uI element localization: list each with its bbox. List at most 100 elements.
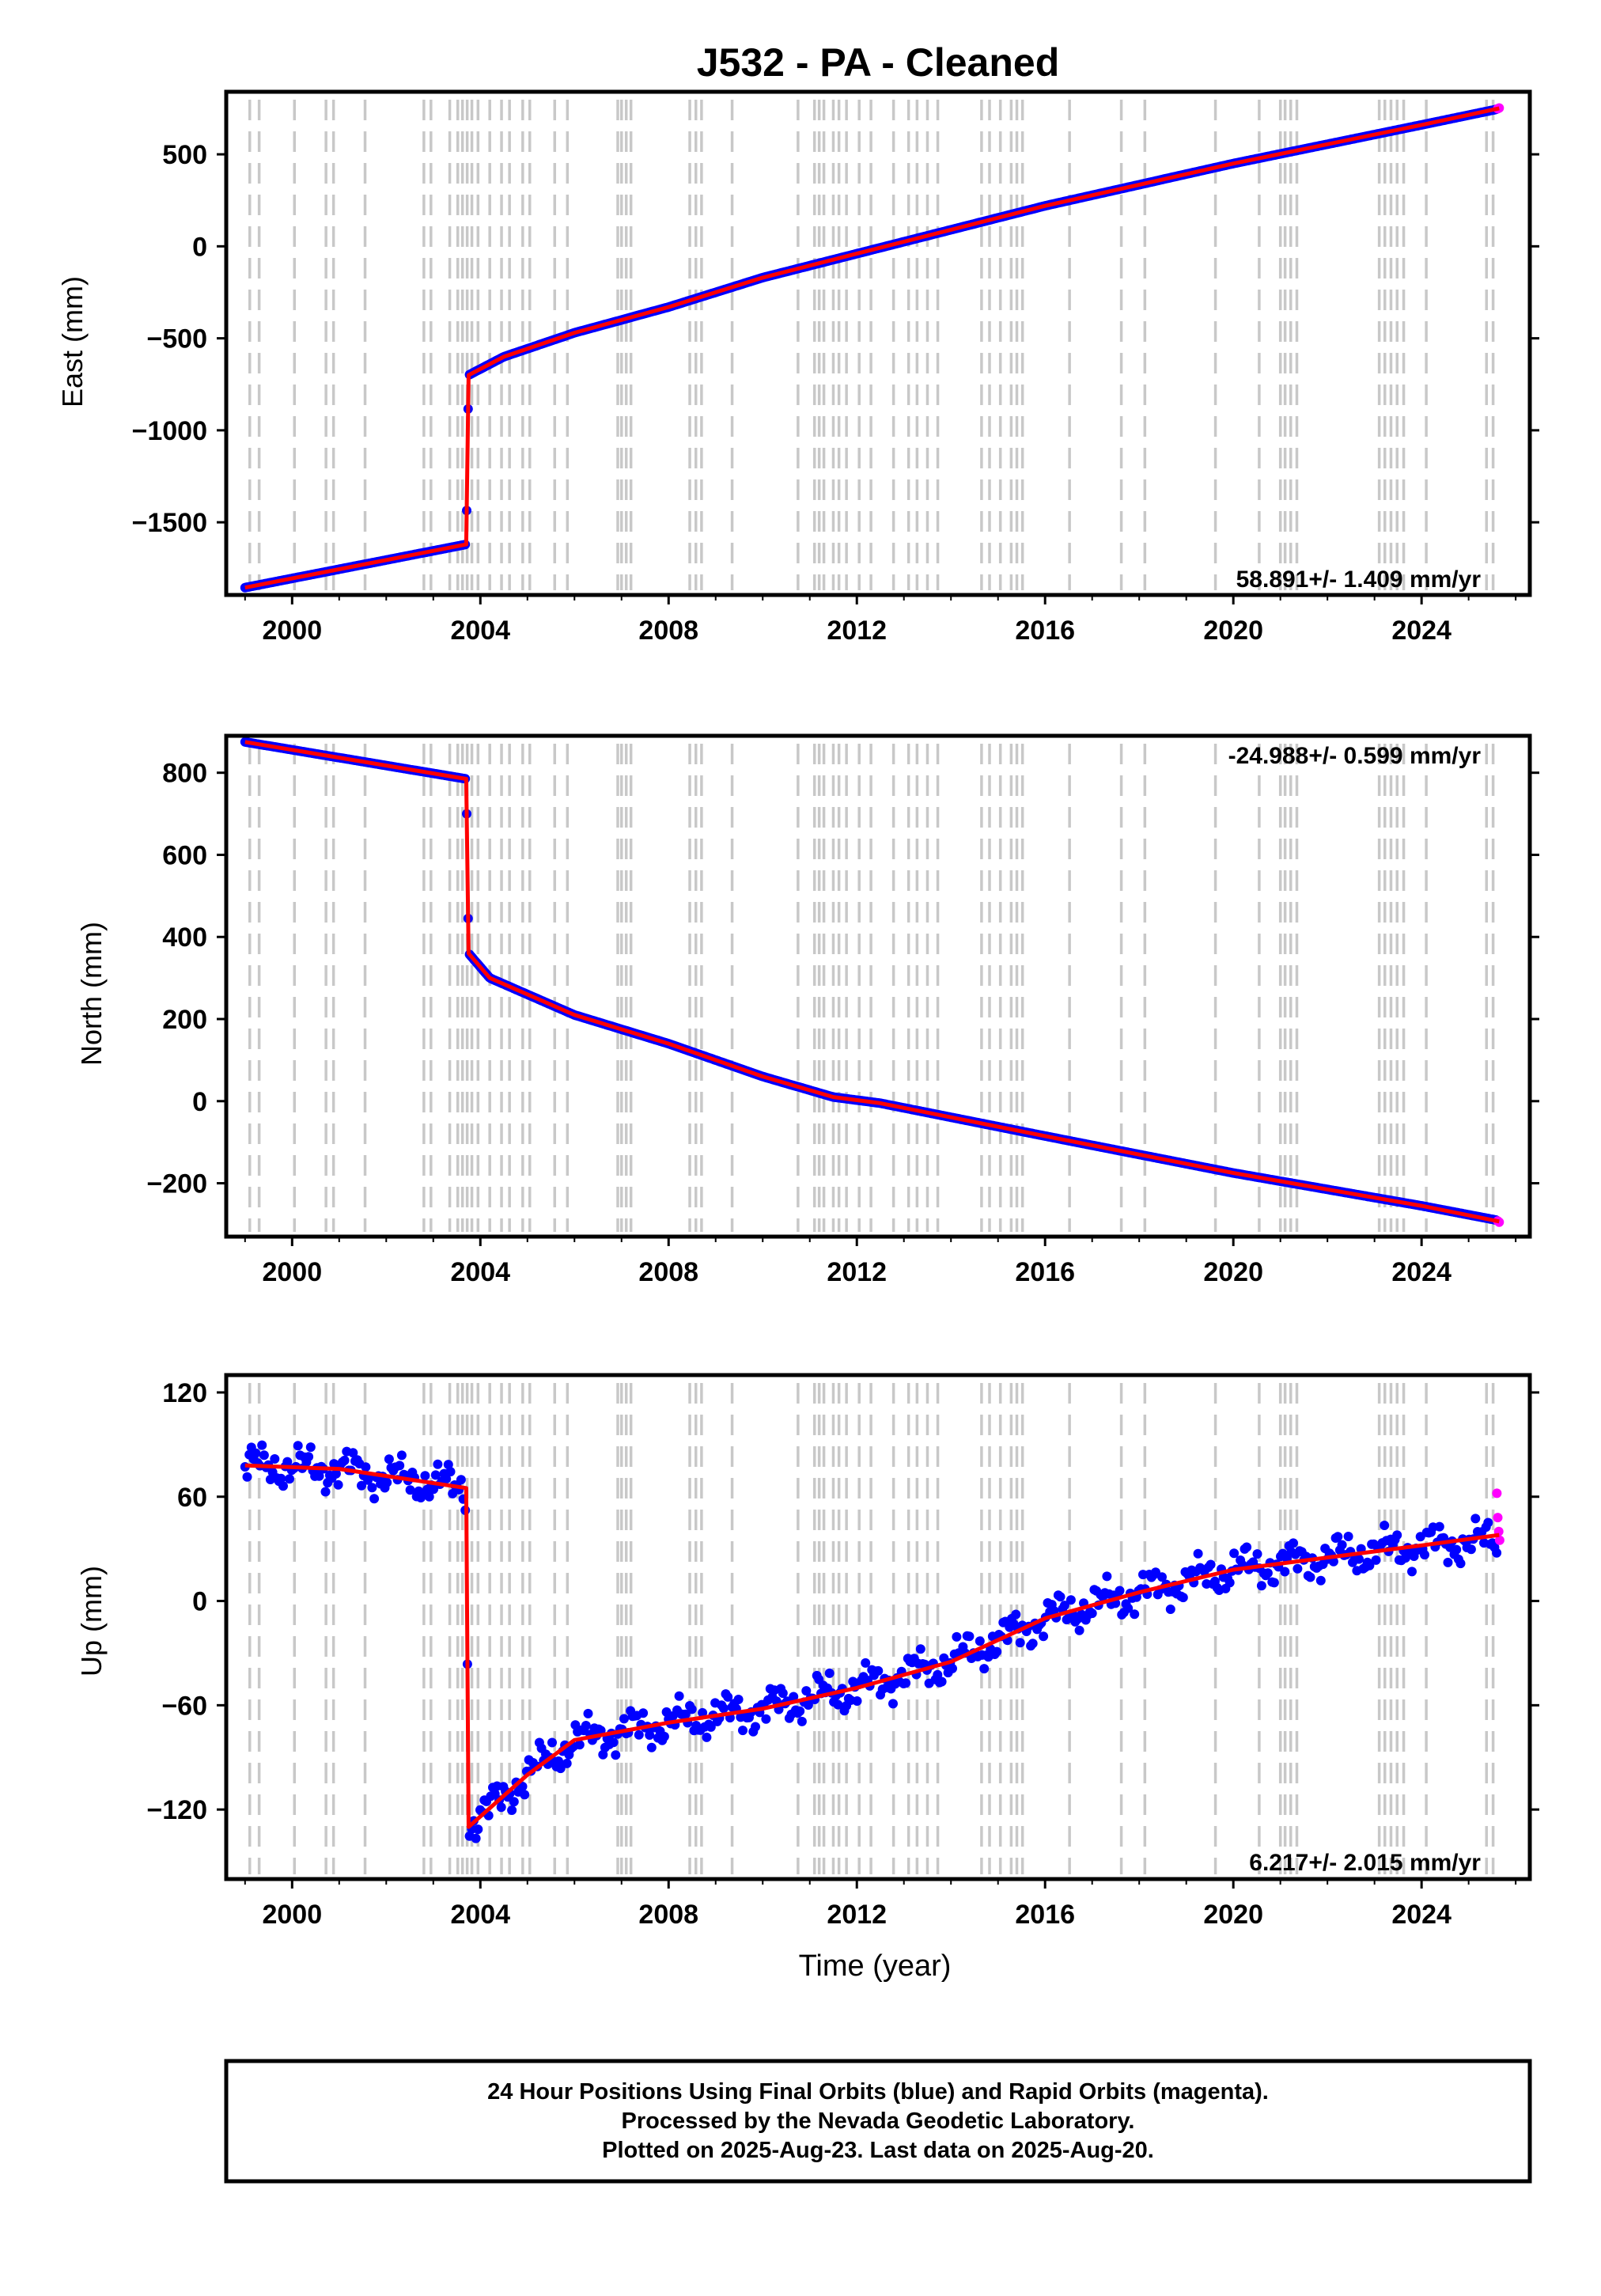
final-orbit-point (242, 1472, 252, 1482)
final-orbit-point (305, 1442, 316, 1453)
final-orbit-point (1337, 1540, 1347, 1550)
final-orbit-point (1087, 1608, 1097, 1619)
final-orbit-point (1011, 1609, 1021, 1620)
final-orbit-point (933, 1669, 943, 1680)
final-orbit-point (680, 1709, 691, 1719)
final-orbit-point (1354, 1554, 1364, 1564)
final-orbit-point (619, 1714, 629, 1724)
final-orbit-point (634, 1730, 644, 1740)
final-orbit-point (915, 1644, 925, 1654)
final-orbit-point (430, 1470, 441, 1480)
final-orbit-point (1470, 1514, 1481, 1524)
final-orbit-point (1443, 1557, 1453, 1567)
final-orbit-point (405, 1485, 415, 1495)
final-orbit-point (520, 1790, 530, 1800)
y-tick-label: 0 (192, 232, 207, 262)
final-orbit-point (1224, 1578, 1235, 1588)
final-orbit-point (259, 1450, 269, 1461)
final-orbit-point (396, 1450, 407, 1461)
final-orbit-point (1333, 1532, 1343, 1542)
final-orbit-point (1157, 1572, 1167, 1582)
final-orbit-point (761, 1714, 771, 1724)
final-orbit-point (1102, 1571, 1112, 1582)
final-orbit-point (445, 1467, 456, 1477)
final-orbit-point (1130, 1609, 1140, 1620)
final-orbit-point (964, 1631, 975, 1642)
y-axis-label-up: Up (mm) (75, 1566, 108, 1677)
rate-label-east: 58.891+/- 1.409 mm/yr (1236, 566, 1482, 593)
x-tick-label: 2024 (1391, 1900, 1451, 1930)
final-orbit-point (282, 1457, 293, 1467)
final-orbit-point (751, 1722, 760, 1732)
x-tick-label: 2008 (638, 616, 698, 646)
final-orbit-point (433, 1459, 443, 1469)
x-tick-label: 2012 (827, 1900, 887, 1930)
plot-frame (224, 733, 1532, 1239)
x-tick-label: 2024 (1391, 616, 1451, 646)
plot-frame (224, 89, 1532, 597)
final-orbit-point (611, 1750, 621, 1760)
final-orbit-point (901, 1678, 911, 1688)
final-orbit-point (698, 1707, 708, 1718)
y-axis-label-east: East (mm) (56, 276, 89, 407)
final-orbit-point (706, 1722, 716, 1732)
x-tick-label: 2016 (1015, 1900, 1075, 1930)
x-tick-label: 2012 (827, 1257, 887, 1287)
rate-label-up: 6.217+/- 2.015 mm/yr (1249, 1850, 1481, 1876)
final-orbit-point (384, 1454, 394, 1464)
final-orbit-point (331, 1468, 341, 1479)
final-orbit-point (1343, 1532, 1353, 1541)
final-orbit-point (1315, 1575, 1326, 1586)
final-orbit-point (952, 1631, 962, 1642)
panel-up: 120 60 0 −60 −120 2000 2004 2008 2012 2016 2020 202… (75, 1373, 1539, 1983)
final-orbit-point (733, 1695, 744, 1704)
rapid-orbit-point (1493, 1513, 1503, 1523)
footer-frame (224, 2059, 1532, 2184)
x-tick-label: 2020 (1203, 616, 1263, 646)
final-orbit-point (1074, 1625, 1084, 1635)
x-tick-label: 2004 (450, 616, 510, 646)
final-orbit-point (789, 1692, 799, 1702)
x-tick-label: 2000 (262, 616, 322, 646)
final-orbit-point (361, 1462, 371, 1472)
y-tick-label: −500 (146, 324, 207, 354)
final-orbit-point (507, 1805, 517, 1815)
final-orbit-point (1364, 1560, 1375, 1570)
final-orbit-point (471, 1833, 481, 1843)
final-orbit-point (738, 1726, 748, 1736)
footer-line-2: Processed by the Nevada Geodetic Laborat… (622, 2108, 1135, 2134)
rapid-orbit-point (1492, 1488, 1502, 1498)
final-orbit-point (424, 1491, 434, 1502)
y-tick-label: 800 (162, 759, 207, 789)
final-orbit-point (304, 1452, 314, 1462)
final-orbit-point (687, 1704, 697, 1714)
final-orbit-point (367, 1483, 377, 1493)
final-orbit-point (320, 1487, 331, 1497)
x-tick-label: 2016 (1015, 616, 1075, 646)
x-tick-label: 2004 (450, 1257, 510, 1287)
final-orbit-point (824, 1668, 835, 1678)
final-orbit-point (1039, 1631, 1049, 1642)
final-orbit-point (1193, 1548, 1203, 1559)
final-orbit-point (1407, 1567, 1417, 1577)
final-orbit-point (797, 1716, 807, 1726)
final-orbit-point (1293, 1563, 1303, 1574)
final-orbit-point (1455, 1559, 1466, 1569)
final-orbit-point (861, 1658, 871, 1668)
final-orbit-point (278, 1481, 288, 1491)
y-tick-label: 0 (192, 1587, 207, 1617)
final-orbit-point (456, 1475, 466, 1485)
y-tick-label: 0 (192, 1087, 207, 1117)
plot-frame (224, 1373, 1532, 1881)
final-orbit-point (1252, 1549, 1262, 1559)
chart-title: J532 - PA - Cleaned (697, 40, 1060, 85)
model-line (244, 106, 1500, 590)
final-orbit-point (1269, 1578, 1279, 1588)
final-orbit-point (395, 1461, 405, 1471)
y-tick-label: 60 (177, 1483, 207, 1513)
final-orbit-point (1165, 1605, 1175, 1614)
y-tick-label: 200 (162, 1005, 207, 1035)
final-orbit-point (646, 1742, 657, 1752)
final-orbit-point (1451, 1544, 1462, 1555)
